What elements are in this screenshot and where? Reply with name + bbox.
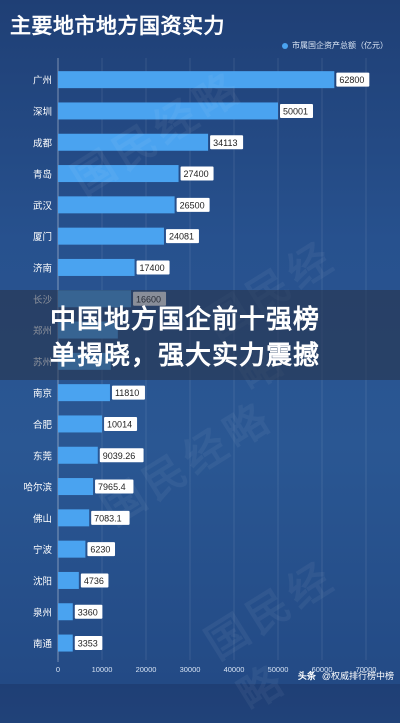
- x-tick-label: 60000: [312, 665, 333, 674]
- value-label-bg: [165, 229, 199, 244]
- category-label: 青岛: [33, 169, 52, 181]
- x-tick-label: 0: [56, 665, 60, 674]
- category-label: 深圳: [33, 107, 52, 118]
- bar: [58, 165, 179, 183]
- category-label: 哈尔滨: [23, 482, 52, 494]
- value-label: 6230: [90, 545, 110, 555]
- value-label-bg: [74, 636, 103, 651]
- legend-swatch: [282, 42, 288, 49]
- category-label: 泉州: [33, 607, 52, 619]
- bar: [58, 384, 110, 402]
- headline-line-1: 中国地方国企前十强榜: [50, 305, 321, 335]
- value-label-bg: [80, 573, 109, 588]
- value-label: 11810: [115, 388, 139, 398]
- x-tick-label: 10000: [92, 665, 113, 674]
- value-label: 34113: [213, 138, 237, 148]
- bar: [58, 634, 73, 652]
- bar: [58, 415, 103, 433]
- value-label: 4736: [84, 576, 104, 586]
- value-label: 3353: [78, 639, 98, 649]
- credit-brand: 头条: [297, 671, 316, 681]
- legend: 市属国企资产总额（亿元）: [282, 40, 388, 51]
- category-label: 广州: [33, 75, 52, 87]
- value-label-bg: [87, 542, 116, 557]
- credit-author: @权威排行榜中榜: [321, 671, 394, 681]
- category-label: 厦门: [33, 231, 52, 243]
- value-label-bg: [180, 166, 214, 181]
- bar: [58, 509, 90, 527]
- value-label-bg: [111, 385, 145, 400]
- category-label: 宁波: [33, 544, 53, 556]
- bar: [58, 446, 98, 464]
- headline-banner: [0, 290, 400, 380]
- category-label: 济南: [33, 262, 52, 274]
- value-label-bg: [95, 479, 134, 494]
- bar: [58, 603, 73, 621]
- x-tick-label: 20000: [136, 665, 157, 674]
- headline-line-2: 单揭晓，强大实力震撼: [50, 341, 321, 371]
- x-tick-label: 50000: [268, 665, 289, 674]
- category-label: 成都: [33, 137, 53, 149]
- value-label: 10014: [107, 419, 132, 429]
- value-label: 50001: [283, 106, 308, 116]
- x-tick-label: 70000: [356, 665, 377, 674]
- value-label-bg: [74, 604, 103, 619]
- value-label-bg: [176, 197, 210, 212]
- bar: [58, 196, 175, 214]
- value-label: 62800: [339, 75, 364, 85]
- category-label: 佛山: [33, 513, 52, 525]
- value-label: 24081: [169, 232, 194, 242]
- x-tick-label: 30000: [180, 665, 201, 674]
- category-label: 南通: [33, 638, 53, 650]
- value-label: 17400: [140, 263, 165, 273]
- value-label-bg: [91, 510, 130, 525]
- value-label-bg: [99, 448, 144, 463]
- bar-chart: 广州 62800 深圳 50001 成都 34113 青岛 27400 武汉 26500 厦门 240…: [23, 71, 377, 674]
- category-label: 合肥: [33, 419, 53, 431]
- value-label: 26500: [180, 200, 205, 210]
- bar: [58, 71, 335, 89]
- value-label-bg: [104, 416, 138, 431]
- value-label: 27400: [184, 169, 209, 179]
- value-label: 7083.1: [94, 513, 122, 523]
- value-label: 7965.4: [98, 482, 126, 492]
- bar: [58, 227, 164, 245]
- headline: 中国地方国企前十强榜 单揭晓，强大实力震撼: [50, 302, 360, 374]
- credit: 头条 @权威排行榜中榜: [298, 669, 394, 682]
- bar: [58, 571, 79, 589]
- value-label: 9039.26: [103, 451, 136, 461]
- bar: [58, 133, 209, 151]
- bar: [58, 258, 135, 276]
- x-tick-label: 40000: [224, 665, 245, 674]
- value-label-bg: [210, 135, 244, 150]
- value-label: 3360: [78, 607, 98, 617]
- value-label-bg: [280, 103, 314, 118]
- bar: [58, 478, 94, 496]
- legend-label: 市属国企资产总额（亿元）: [292, 41, 388, 50]
- category-label: 东莞: [33, 450, 53, 462]
- chart-title: 主要地市地方国资实力: [10, 15, 225, 38]
- value-label-bg: [336, 72, 370, 87]
- category-label: 南京: [33, 388, 52, 400]
- category-label: 武汉: [33, 200, 53, 212]
- bar: [58, 540, 86, 558]
- value-label-bg: [136, 260, 170, 275]
- category-label: 沈阳: [33, 575, 52, 587]
- bar: [58, 102, 279, 120]
